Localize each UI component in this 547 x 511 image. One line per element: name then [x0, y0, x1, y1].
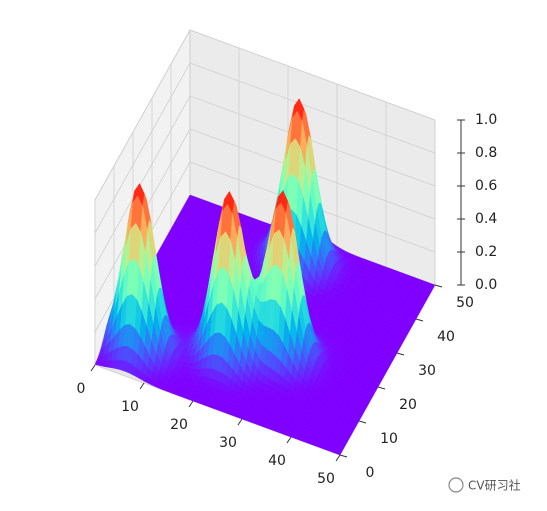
x-tick: [188, 400, 194, 408]
z-tick-label: 0.0: [475, 277, 497, 293]
z-tick-label: 0.8: [475, 145, 497, 161]
grid-line: [94, 29, 436, 201]
y-tick: [415, 318, 424, 322]
surface-patch: [334, 449, 343, 456]
y-tick-label: 0: [366, 465, 375, 481]
y-tick: [396, 352, 405, 356]
z-tick-label: 0.2: [475, 244, 497, 260]
x-tick-label: 10: [121, 399, 139, 415]
surface: [94, 98, 436, 456]
grid-line: [94, 62, 436, 234]
y-tick: [339, 454, 348, 458]
x-tick: [335, 454, 341, 462]
y-tick-label: 10: [380, 431, 398, 447]
y-tick: [358, 420, 367, 424]
y-tick: [377, 386, 386, 390]
y-tick-label: 50: [456, 295, 474, 311]
x-tick-label: 20: [170, 417, 188, 433]
watermark-icon: [448, 477, 464, 493]
grid-line: [94, 95, 436, 267]
watermark-text: CV研习社: [468, 478, 521, 493]
y-tick: [434, 284, 443, 288]
x-tick: [90, 364, 96, 372]
y-tick-label: 20: [399, 397, 417, 413]
y-tick-label: 30: [418, 363, 436, 379]
x-tick-label: 50: [317, 471, 335, 487]
x-tick: [286, 436, 292, 444]
x-tick: [139, 382, 145, 390]
z-tick-label: 0.6: [475, 178, 497, 194]
x-tick-label: 40: [268, 453, 286, 469]
x-tick-label: 30: [219, 435, 237, 451]
y-tick-label: 40: [437, 329, 455, 345]
z-tick-label: 0.4: [475, 211, 497, 227]
z-tick-label: 1.0: [475, 112, 497, 128]
x-tick: [237, 418, 243, 426]
x-tick-label: 0: [77, 381, 86, 397]
watermark: CV研习社: [448, 477, 521, 493]
